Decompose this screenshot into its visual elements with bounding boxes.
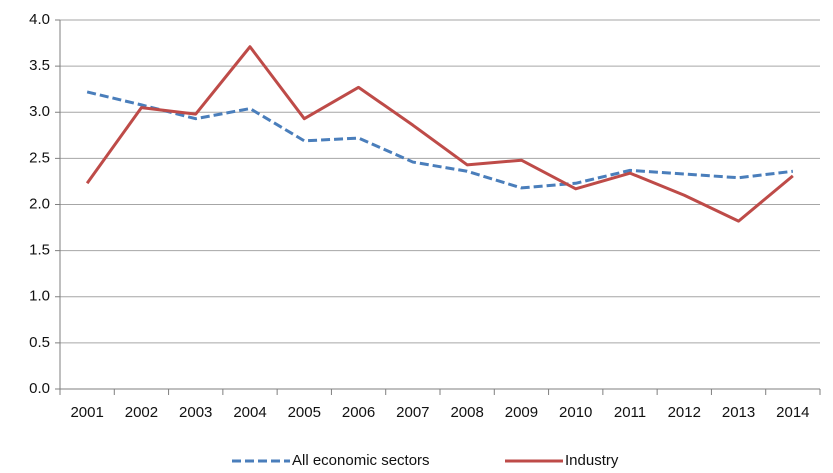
x-tick-label: 2011 — [614, 404, 646, 421]
x-tick-label: 2008 — [450, 404, 483, 421]
legend-label: All economic sectors — [292, 452, 430, 469]
x-tick-label: 2010 — [559, 404, 592, 421]
y-tick-label: 3.5 — [29, 57, 50, 74]
x-tick-label: 2002 — [125, 404, 158, 421]
legend-label: Industry — [565, 452, 619, 469]
x-tick-label: 2006 — [342, 404, 375, 421]
y-tick-label: 2.0 — [29, 195, 50, 212]
data-line — [86, 90, 794, 190]
x-tick-label: 2001 — [70, 404, 103, 421]
x-tick-label: 2003 — [179, 404, 212, 421]
data-line — [85, 45, 794, 223]
x-tick-label: 2012 — [668, 404, 701, 421]
x-tick-label: 2013 — [722, 404, 755, 421]
y-tick-label: 0.5 — [29, 334, 50, 351]
y-tick-label: 2.5 — [29, 149, 50, 166]
y-tick-label: 1.0 — [29, 288, 50, 305]
y-tick-label: 3.0 — [29, 103, 50, 120]
x-tick-label: 2005 — [288, 404, 321, 421]
x-tick-label: 2004 — [233, 404, 266, 421]
y-tick-label: 0.0 — [29, 380, 50, 397]
x-tick-label: 2014 — [776, 404, 809, 421]
y-tick-label: 4.0 — [29, 11, 50, 28]
x-tick-label: 2009 — [505, 404, 538, 421]
y-tick-label: 1.5 — [29, 242, 50, 259]
x-tick-label: 2007 — [396, 404, 429, 421]
